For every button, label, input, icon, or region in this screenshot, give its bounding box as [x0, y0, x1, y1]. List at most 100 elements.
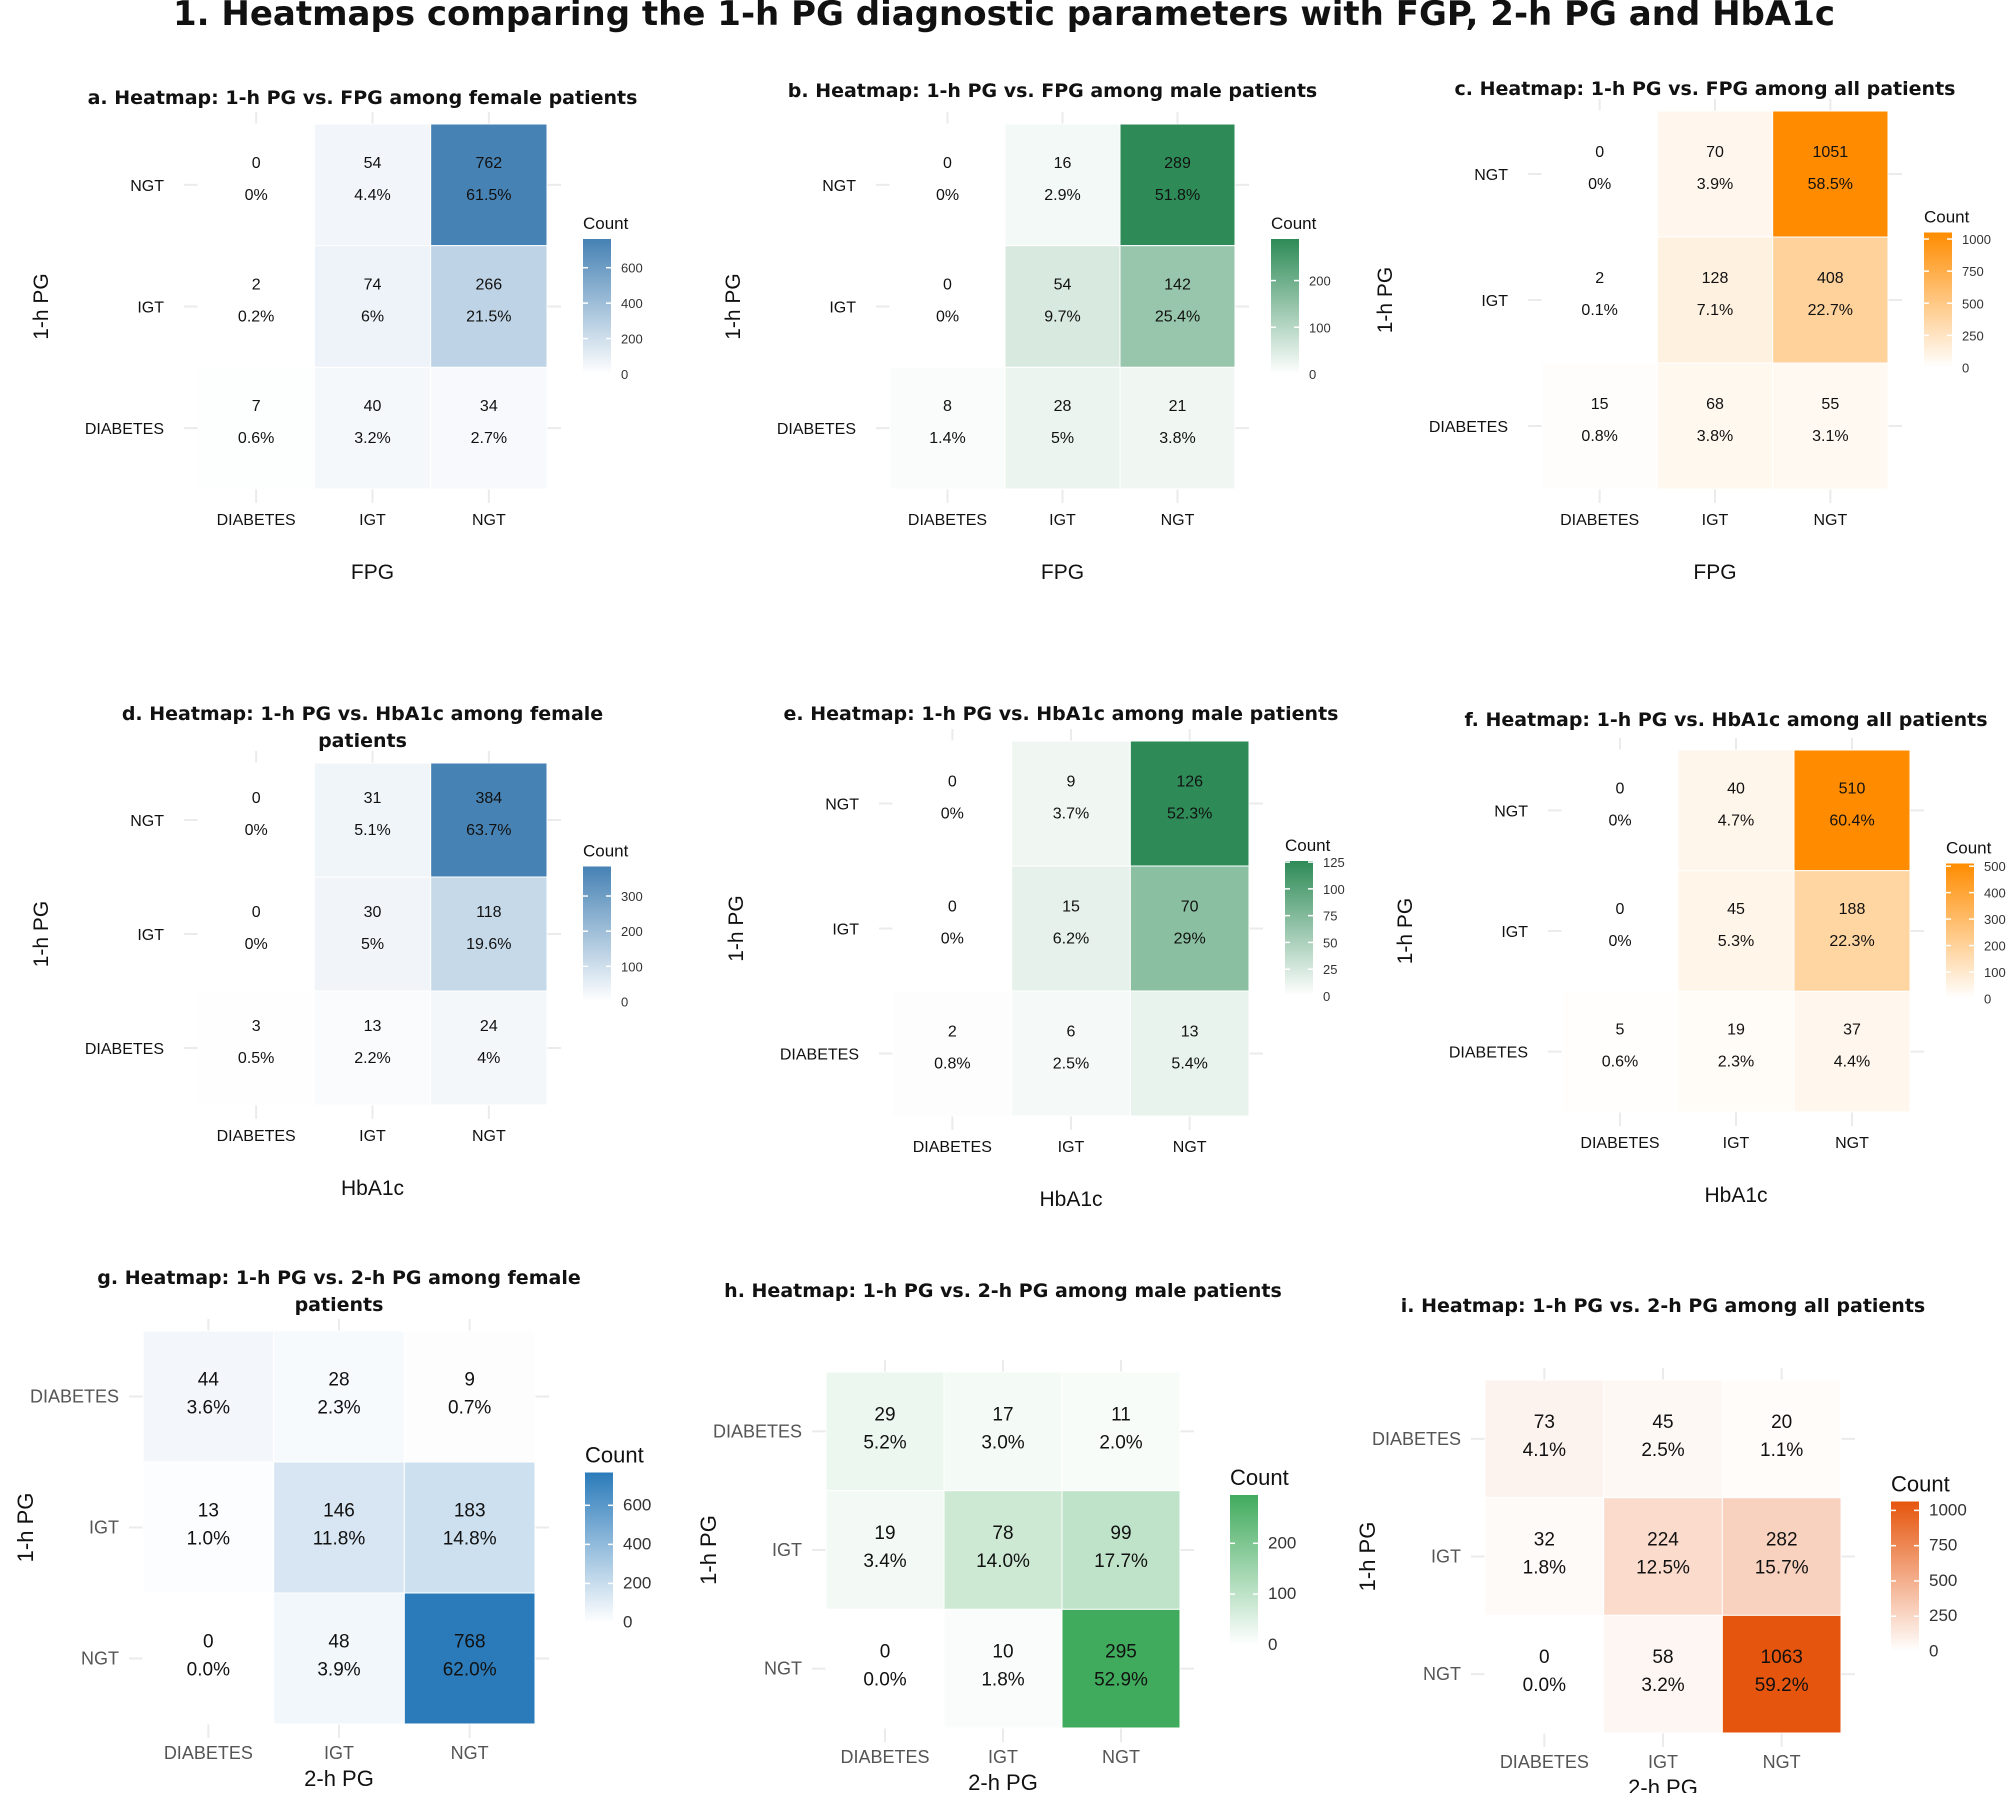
y-tick-label: IGT [832, 922, 859, 939]
legend-tick-label: 500 [1984, 859, 2006, 874]
legend-tick-label: 400 [623, 1534, 651, 1553]
legend-tick-label: 200 [623, 1573, 651, 1592]
x-tick-label: IGT [1723, 1135, 1750, 1152]
cell-count-label: 70 [1181, 899, 1199, 916]
y-axis-label: 1-h PG [1355, 1522, 1380, 1592]
cell-percent-label: 1.8% [981, 1670, 1024, 1691]
cell-count-label: 20 [1771, 1412, 1792, 1433]
heatmap-cell [273, 1330, 405, 1463]
cell-percent-label: 14.8% [443, 1529, 497, 1550]
x-axis-label: FPG [1693, 561, 1736, 584]
y-tick-label: NGT [81, 1649, 119, 1669]
cell-percent-label: 29% [1174, 931, 1206, 948]
x-tick-label: DIABETES [1500, 1752, 1589, 1772]
heatmap-cell [197, 245, 315, 368]
cell-count-label: 40 [364, 398, 382, 415]
x-tick-label: DIABETES [908, 512, 987, 529]
cell-percent-label: 6.2% [1053, 931, 1089, 948]
legend-tick-label: 200 [1309, 274, 1331, 289]
heatmap-cell [403, 1330, 536, 1463]
heatmap-cell [197, 762, 315, 878]
heatmap-cell [943, 1490, 1063, 1610]
heatmap-cell [1004, 245, 1121, 368]
legend-colorbar [1924, 232, 1952, 368]
heatmap-cell [430, 990, 548, 1106]
legend-colorbar [585, 1472, 613, 1623]
cell-count-label: 768 [454, 1632, 486, 1653]
heatmap-cell [403, 1592, 536, 1725]
heatmap-cell [1793, 870, 1911, 992]
heatmap-panel-a: a. Heatmap: 1-h PG vs. FPG among female … [30, 87, 643, 584]
heatmap-cell [1561, 870, 1679, 992]
legend-tick-label: 400 [1984, 886, 2006, 901]
x-tick-label: DIABETES [1560, 512, 1639, 529]
legend-tick-label: 400 [621, 296, 643, 311]
x-tick-label: DIABETES [217, 1128, 296, 1145]
cell-percent-label: 0.6% [1602, 1054, 1638, 1071]
y-tick-label: DIABETES [713, 1421, 802, 1441]
legend-tick-label: 750 [1962, 264, 1984, 279]
x-tick-label: NGT [451, 1743, 489, 1763]
cell-count-label: 54 [364, 155, 382, 172]
heatmap-cell [142, 1461, 275, 1594]
cell-percent-label: 14.0% [976, 1551, 1030, 1572]
cell-percent-label: 21.5% [466, 309, 511, 326]
cell-percent-label: 7.1% [1697, 302, 1733, 319]
cell-percent-label: 0% [245, 822, 268, 839]
cell-count-label: 9 [464, 1370, 475, 1391]
cell-count-label: 0 [252, 155, 261, 172]
cell-count-label: 0 [948, 774, 957, 791]
cell-percent-label: 4.7% [1718, 812, 1754, 829]
legend-tick-label: 250 [1929, 1606, 1957, 1625]
y-tick-label: IGT [1481, 293, 1508, 310]
heatmap-cell [1004, 123, 1121, 247]
cell-count-label: 118 [476, 904, 502, 921]
legend-tick-label: 0 [621, 995, 628, 1010]
legend-colorbar [583, 866, 611, 1002]
legend-tick-label: 100 [1268, 1584, 1296, 1603]
legend-tick-label: 200 [621, 332, 643, 347]
legend-tick-label: 750 [1929, 1536, 1957, 1555]
y-tick-label: DIABETES [777, 421, 856, 438]
cell-count-label: 15 [1591, 396, 1609, 413]
heatmap-panel-f: f. Heatmap: 1-h PG vs. HbA1c among all p… [1394, 709, 2006, 1207]
heatmap-cell [142, 1592, 275, 1725]
cell-percent-label: 3.9% [317, 1660, 360, 1681]
cell-count-label: 54 [1054, 277, 1072, 294]
cell-count-label: 2 [1595, 270, 1604, 287]
heatmap-cell [430, 876, 548, 992]
x-tick-label: DIABETES [164, 1743, 253, 1763]
panel-title: e. Heatmap: 1-h PG vs. HbA1c among male … [784, 703, 1339, 725]
heatmap-cell [430, 123, 548, 247]
cell-percent-label: 51.8% [1155, 187, 1200, 204]
y-tick-label: IGT [772, 1540, 802, 1560]
panel-title: patients [318, 730, 407, 752]
cell-percent-label: 19.6% [466, 936, 511, 953]
legend-title: Count [1271, 214, 1317, 233]
cell-percent-label: 5.2% [863, 1432, 906, 1453]
cell-count-label: 28 [1054, 398, 1072, 415]
legend-tick-label: 300 [1984, 912, 2006, 927]
panel-title: patients [295, 1294, 384, 1316]
heatmap-cell [1677, 749, 1795, 872]
cell-count-label: 9 [1067, 774, 1076, 791]
heatmap-panel-d: d. Heatmap: 1-h PG vs. HbA1c among femal… [30, 703, 643, 1200]
heatmap-cell [1011, 740, 1131, 867]
heatmap-cell [430, 762, 548, 878]
x-tick-label: NGT [1173, 1139, 1207, 1156]
x-axis-label: FPG [1041, 561, 1084, 584]
heatmap-cell [197, 366, 315, 490]
legend-title: Count [583, 214, 629, 233]
panel-title: g. Heatmap: 1-h PG vs. 2-h PG among fema… [97, 1267, 580, 1289]
heatmap-cell [1541, 236, 1658, 364]
cell-percent-label: 58.5% [1808, 176, 1853, 193]
cell-count-label: 7 [252, 398, 261, 415]
cell-count-label: 0 [880, 1642, 891, 1663]
x-axis-label: 2-h PG [968, 1770, 1038, 1793]
cell-percent-label: 17.7% [1094, 1551, 1148, 1572]
cell-percent-label: 15.7% [1755, 1558, 1809, 1579]
cell-count-label: 0 [1616, 901, 1625, 918]
cell-count-label: 13 [198, 1501, 219, 1522]
legend-colorbar [1946, 863, 1974, 999]
cell-percent-label: 3.8% [1697, 428, 1733, 445]
